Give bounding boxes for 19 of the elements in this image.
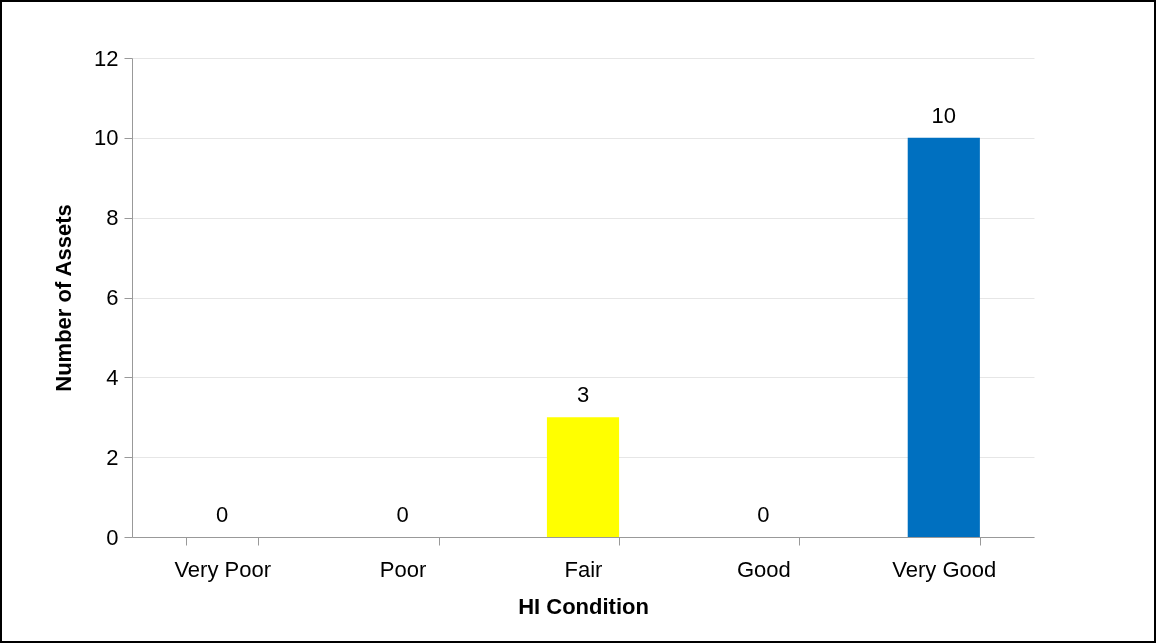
y-axis-title: Number of Assets xyxy=(51,204,77,392)
data-label: 10 xyxy=(931,102,957,128)
x-axis-title: HI Condition xyxy=(518,593,649,619)
y-tick-label: 10 xyxy=(94,125,119,151)
y-tick-label: 2 xyxy=(106,444,119,470)
x-tick-label: Poor xyxy=(379,556,427,582)
y-tick-label: 4 xyxy=(106,364,119,390)
data-label: 3 xyxy=(576,382,590,408)
y-tick-label: 0 xyxy=(106,524,119,550)
data-label: 0 xyxy=(396,502,409,527)
y-tick-label: 8 xyxy=(106,205,119,231)
data-label: 0 xyxy=(757,502,770,527)
x-tick-label: Fair xyxy=(564,556,603,582)
x-tick-label: Very Poor xyxy=(174,556,271,582)
y-tick-label: 6 xyxy=(106,285,119,310)
y-tick-label: 12 xyxy=(94,45,119,71)
data-label: 0 xyxy=(216,502,229,527)
x-tick-label: Good xyxy=(736,556,791,582)
x-tick-label: Very Good xyxy=(892,556,997,582)
